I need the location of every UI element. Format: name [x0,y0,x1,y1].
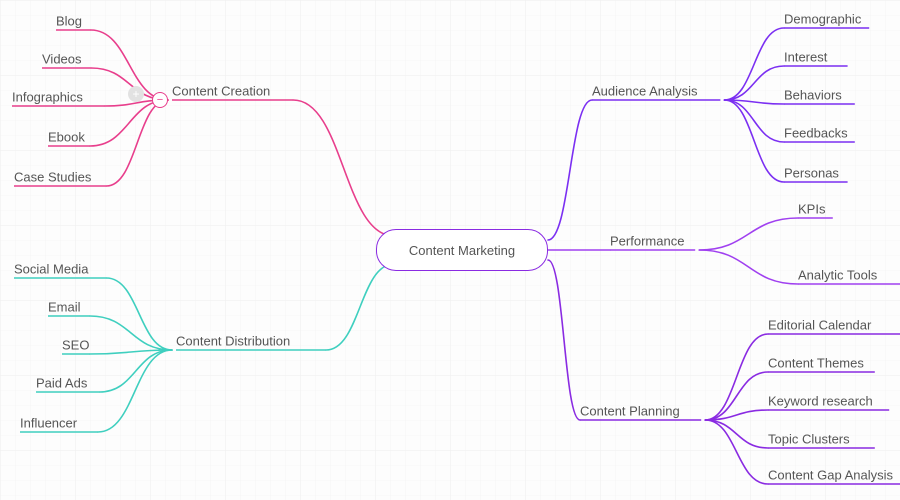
leaf-node[interactable]: Personas [784,166,839,181]
leaf-node[interactable]: Topic Clusters [768,432,850,447]
leaf-node[interactable]: Analytic Tools [798,268,877,283]
leaf-node[interactable]: Content Themes [768,356,864,371]
leaf-node[interactable]: Email [48,300,81,315]
leaf-node[interactable]: Feedbacks [784,126,848,141]
leaf-node[interactable]: Blog [56,14,82,29]
leaf-node[interactable]: Infographics [12,90,83,105]
branch-content-planning[interactable]: Content Planning [580,404,680,419]
leaf-node[interactable]: Interest [784,50,827,65]
branch-content-distribution[interactable]: Content Distribution [176,334,290,349]
leaf-node[interactable]: Social Media [14,262,88,277]
add-node-button[interactable]: + [128,86,144,102]
leaf-node[interactable]: Behaviors [784,88,842,103]
leaf-node[interactable]: Keyword research [768,394,873,409]
leaf-node[interactable]: Influencer [20,416,77,431]
branch-performance[interactable]: Performance [610,234,684,249]
leaf-node[interactable]: SEO [62,338,89,353]
leaf-node[interactable]: Ebook [48,130,85,145]
leaf-node[interactable]: Videos [42,52,82,67]
leaf-node[interactable]: Editorial Calendar [768,318,871,333]
mindmap-canvas[interactable]: Content Marketing Content Creation−+ Blog V… [0,0,900,500]
leaf-node[interactable]: Case Studies [14,170,91,185]
leaf-node[interactable]: Content Gap Analysis [768,468,893,483]
leaf-node[interactable]: Paid Ads [36,376,87,391]
collapse-toggle-content-creation[interactable]: − [152,92,168,108]
root-node[interactable]: Content Marketing [376,229,548,271]
leaf-node[interactable]: Demographic [784,12,861,27]
branch-content-creation[interactable]: Content Creation [172,84,270,99]
branch-audience-analysis[interactable]: Audience Analysis [592,84,698,99]
leaf-node[interactable]: KPIs [798,202,825,217]
